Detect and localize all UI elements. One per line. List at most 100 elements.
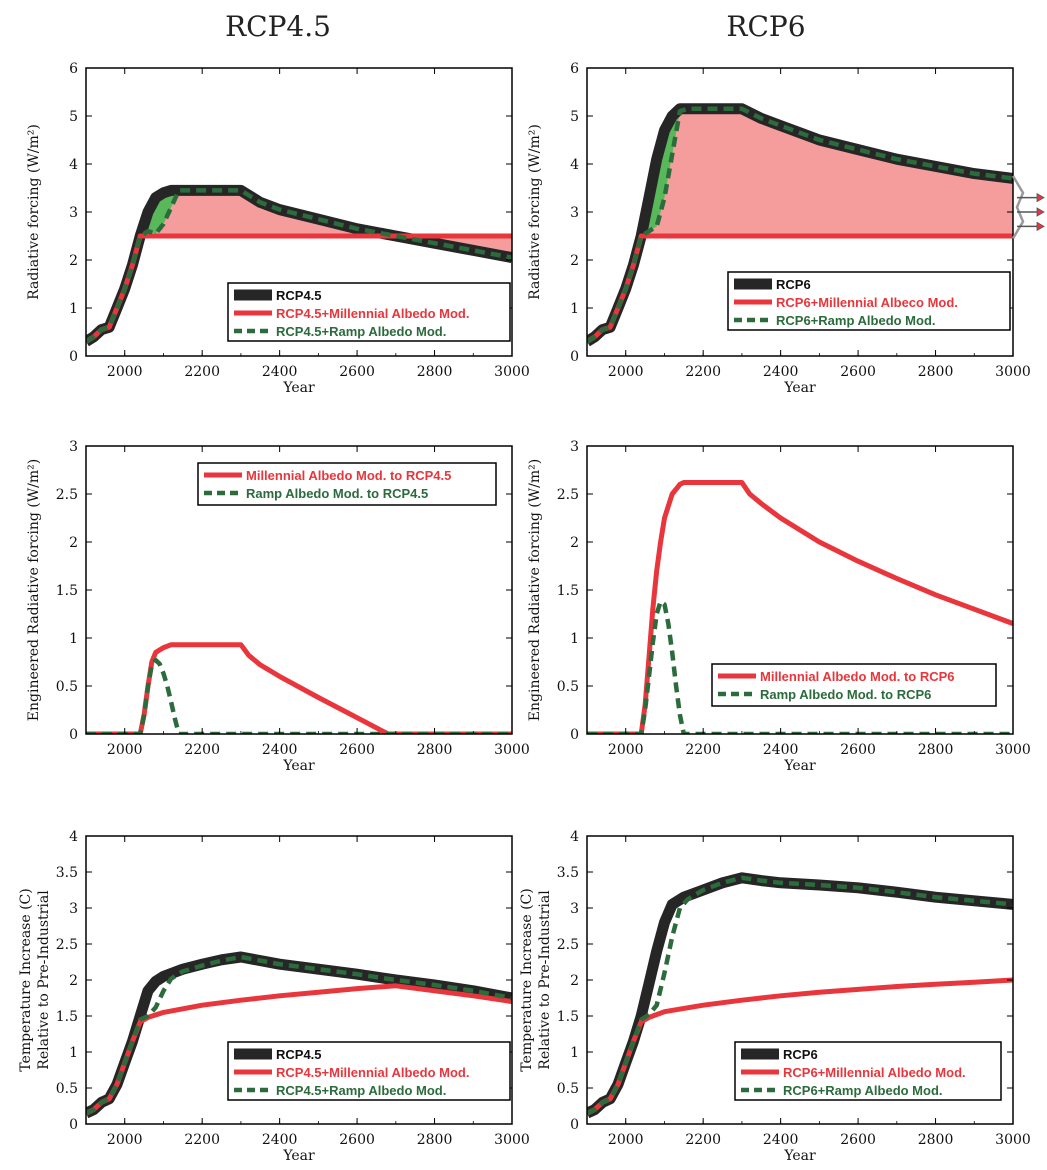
x-tick-label: 3000 (995, 742, 1031, 758)
y-tick-label: 2 (570, 535, 579, 551)
area-fill-green (140, 190, 187, 236)
legend-label: Millennial Albedo Mod. to RCP6 (760, 669, 955, 684)
y-tick-label: 3 (69, 901, 78, 917)
x-tick-label: 2200 (685, 364, 721, 380)
y-tick-label: 2.5 (56, 937, 78, 953)
y-axis-label-line: Relative to Pre-Industrial (537, 890, 553, 1070)
y-tick-label: 1 (570, 631, 579, 647)
y-tick-label: 2 (570, 973, 579, 989)
x-tick-label: 2400 (262, 1132, 298, 1148)
plot-area (86, 184, 512, 347)
y-tick-label: 0 (69, 1117, 78, 1133)
x-tick-label: 2600 (339, 364, 375, 380)
continuation-marker (1011, 175, 1025, 240)
series-line-green (587, 106, 1013, 344)
legend-label: RCP6+Ramp Albedo Mod. (783, 1083, 943, 1098)
x-tick-label: 2000 (608, 1132, 644, 1148)
x-tick-label: 2000 (107, 364, 143, 380)
y-tick-label: 1 (570, 1045, 579, 1061)
x-tick-label: 3000 (494, 364, 530, 380)
x-tick-label: 2600 (840, 1132, 876, 1148)
y-tick-label: 4 (69, 157, 78, 173)
y-tick-label: 3 (69, 205, 78, 221)
x-tick-label: 3000 (494, 1132, 530, 1148)
y-tick-label: 1 (69, 631, 78, 647)
y-tick-label: 2.5 (557, 937, 579, 953)
x-tick-label: 3000 (494, 742, 530, 758)
y-axis-label: Radiative forcing (W/m²) (527, 124, 543, 300)
x-tick-label: 2800 (417, 742, 453, 758)
legend-label: RCP4.5+Millennial Albedo Mod. (276, 1065, 469, 1080)
x-tick-label: 2200 (184, 742, 220, 758)
y-tick-label: 3.5 (557, 865, 579, 881)
y-tick-label: 0 (570, 349, 579, 365)
x-tick-label: 2800 (417, 1132, 453, 1148)
series-line-red (86, 983, 512, 1116)
x-tick-label: 2600 (840, 364, 876, 380)
y-axis-label: Temperature Increase (C) Relative to Pre-… (519, 888, 553, 1071)
legend-label: RCP4.5+Ramp Albedo Mod. (276, 324, 446, 339)
y-tick-label: 3 (570, 439, 579, 455)
legend-label: RCP4.5+Millennial Albedo Mod. (276, 306, 469, 321)
legend-label: RCP4.5 (276, 288, 322, 303)
x-tick-label: 2400 (262, 742, 298, 758)
y-tick-label: 0 (69, 349, 78, 365)
plot-area (587, 480, 1013, 734)
y-tick-label: 3 (69, 439, 78, 455)
x-tick-label: 2400 (262, 364, 298, 380)
y-tick-label: 1 (69, 301, 78, 317)
legend-box (227, 282, 511, 342)
y-axis-label: Radiative forcing (W/m²) (26, 124, 42, 300)
legend-label: RCP6+Ramp Albedo Mod. (776, 313, 936, 328)
arrow-head-icon (1036, 207, 1045, 217)
series-line-red (86, 642, 512, 734)
y-tick-label: 1.5 (56, 1009, 78, 1025)
x-tick-label: 2400 (763, 742, 799, 758)
y-tick-label: 1.5 (557, 1009, 579, 1025)
x-axis-label: Year (783, 380, 816, 396)
chart-panel: 2000 2200 2400 2600 2800 3000 0 0.5 1 1.5 2 2.5 3 3.5… (18, 829, 530, 1164)
chart-panel: 2000 2200 2400 2600 2800 3000 0 1 2 3 4 5 6 Year Radia… (26, 61, 530, 396)
x-tick-label: 2000 (608, 364, 644, 380)
x-axis-label: Year (783, 1148, 816, 1164)
series-line-green (86, 657, 512, 734)
y-tick-label: 5 (570, 109, 579, 125)
series-line-green (587, 599, 1013, 734)
x-tick-label: 2200 (685, 742, 721, 758)
legend-label: RCP6+Millennial Albedo Mod. (783, 1065, 966, 1080)
y-axis-label: Engineered Radiative forcing (W/m²) (26, 459, 42, 721)
y-tick-label: 2 (570, 253, 579, 269)
y-axis-label-line: Temperature Increase (C) (18, 888, 34, 1071)
y-axis-label-line: Relative to Pre-Industrial (36, 890, 52, 1070)
y-tick-label: 4 (570, 157, 579, 173)
area-fill-red (641, 108, 1013, 236)
y-tick-label: 1.5 (557, 583, 579, 599)
x-tick-label: 2000 (107, 742, 143, 758)
x-tick-label: 2200 (685, 1132, 721, 1148)
legend-label: Millennial Albedo Mod. to RCP4.5 (246, 468, 451, 483)
y-tick-label: 2 (69, 535, 78, 551)
y-tick-label: 3 (570, 901, 579, 917)
x-tick-label: 2600 (339, 742, 375, 758)
y-tick-label: 3.5 (56, 865, 78, 881)
x-tick-label: 2400 (763, 1132, 799, 1148)
legend-label: RCP4.5 (276, 1047, 322, 1062)
chart-panel: 2000 2200 2400 2600 2800 3000 0 0.5 1 1.5 2 2.5 3 Yea… (527, 439, 1031, 774)
y-tick-label: 4 (570, 829, 579, 845)
y-tick-label: 0 (570, 1117, 579, 1133)
legend-box (197, 462, 497, 506)
x-tick-label: 2800 (918, 742, 954, 758)
y-tick-label: 2.5 (56, 487, 78, 503)
y-axis-label: Temperature Increase (C) Relative to Pre-… (18, 888, 52, 1071)
x-tick-label: 2600 (339, 1132, 375, 1148)
x-tick-label: 2200 (184, 1132, 220, 1148)
legend-label: RCP6 (783, 1047, 818, 1062)
series-line-red (587, 480, 1013, 734)
y-tick-label: 1.5 (56, 583, 78, 599)
legend-box (711, 663, 997, 707)
column-title: RCP4.5 (225, 10, 331, 43)
plot-area (587, 103, 1013, 347)
x-tick-label: 2000 (107, 1132, 143, 1148)
arrow-head-icon (1036, 221, 1045, 232)
y-tick-label: 1 (570, 301, 579, 317)
